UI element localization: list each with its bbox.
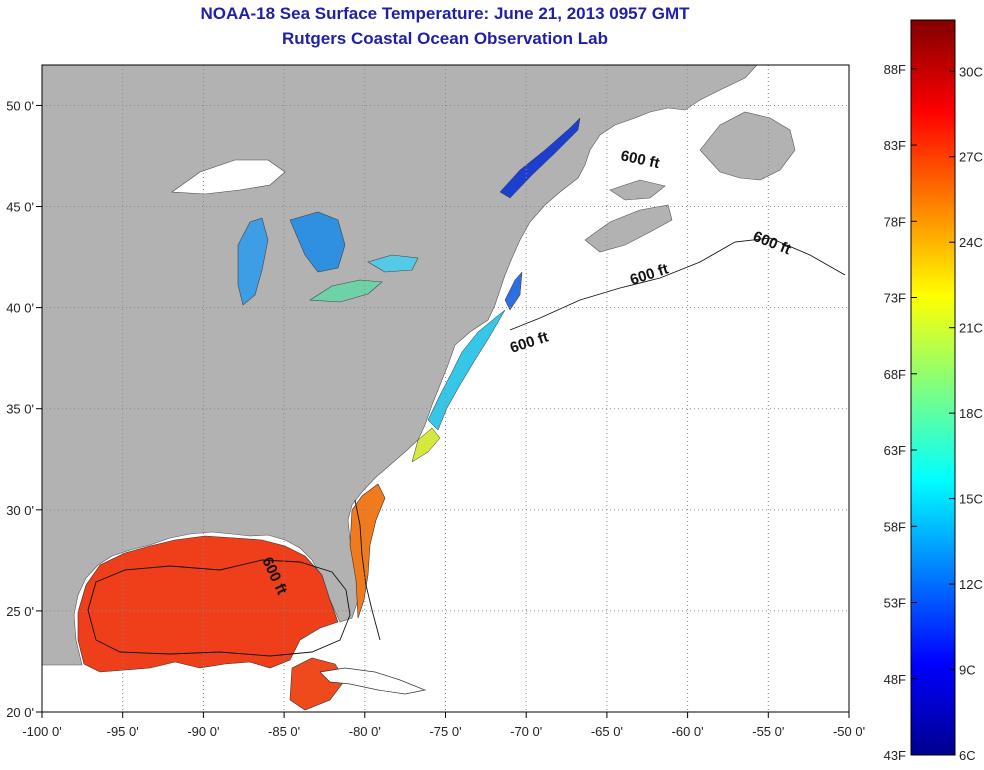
colorbar-f-label: 88F: [884, 62, 906, 77]
lake-superior: [171, 159, 286, 195]
gulf-st-lawrence-islands: [609, 179, 666, 201]
colorbar-f-label: 43F: [884, 748, 906, 763]
colorbar-c-label: 12C: [959, 577, 983, 592]
isobath-600ft-northeast: [509, 237, 846, 331]
x-tick-label: -80 0': [349, 724, 381, 739]
y-tick-label: 40 0': [6, 301, 34, 316]
y-tick-label: 35 0': [6, 402, 34, 417]
x-tick-label: -100 0': [22, 724, 61, 739]
mid-atlantic-sst: [427, 309, 506, 431]
colorbar-f-label: 73F: [884, 291, 906, 306]
x-tick-label: -95 0': [107, 724, 139, 739]
colorbar: [910, 19, 956, 756]
st-lawrence-sst: [499, 117, 581, 199]
lake-huron: [289, 211, 346, 273]
lake-michigan: [237, 217, 269, 306]
x-tick-label: -85 0': [268, 724, 300, 739]
nova-scotia: [584, 204, 673, 253]
colorbar-f-label: 53F: [884, 596, 906, 611]
cuba: [319, 667, 427, 695]
y-tick-label: 25 0': [6, 604, 34, 619]
colorbar-c-label: 9C: [959, 663, 976, 678]
map-subtitle: Rutgers Coastal Ocean Observation Lab: [282, 29, 608, 48]
map-grid: [42, 65, 849, 712]
colorbar-c-label: 21C: [959, 321, 983, 336]
y-tick-label: 45 0': [6, 200, 34, 215]
colorbar-f-label: 63F: [884, 443, 906, 458]
colorbar-f-label: 58F: [884, 519, 906, 534]
latitude-axis: 50 0' 45 0' 40 0' 35 0' 30 0' 25 0' 20 0': [6, 98, 42, 720]
colorbar-celsius-labels: 30C 27C 24C 21C 18C 15C 12C 9C 6C: [949, 64, 983, 763]
map-title: NOAA-18 Sea Surface Temperature: June 21…: [200, 4, 690, 23]
gulf-of-mexico-sst: [77, 535, 339, 673]
y-tick-label: 30 0': [6, 503, 34, 518]
x-tick-label: -75 0': [429, 724, 461, 739]
colorbar-c-label: 18C: [959, 406, 983, 421]
newfoundland: [699, 111, 796, 181]
colorbar-f-label: 48F: [884, 672, 906, 687]
lake-ontario: [367, 254, 419, 273]
land-mass: [42, 65, 758, 666]
lake-erie: [309, 279, 383, 303]
y-tick-label: 50 0': [6, 98, 34, 113]
x-tick-label: -65 0': [591, 724, 623, 739]
x-tick-label: -50 0': [833, 724, 865, 739]
longitude-axis: -100 0' -95 0' -90 0' -85 0' -80 0' -75 0' -70…: [22, 712, 865, 739]
x-tick-label: -60 0': [672, 724, 704, 739]
colorbar-c-label: 24C: [959, 235, 983, 250]
colorbar-f-label: 83F: [884, 138, 906, 153]
x-tick-label: -90 0': [187, 724, 219, 739]
gulf-of-maine-sst: [504, 271, 523, 311]
isobath-600ft-atlantic: [354, 499, 381, 641]
colorbar-f-label: 68F: [884, 367, 906, 382]
colorbar-c-label: 30C: [959, 64, 983, 79]
y-tick-label: 20 0': [6, 705, 34, 720]
colorbar-c-label: 6C: [959, 748, 976, 763]
colorbar-c-label: 15C: [959, 492, 983, 507]
colorbar-fahrenheit-labels: 88F 83F 78F 73F 68F 63F 58F 53F 48F 43F: [884, 62, 917, 763]
colorbar-c-label: 27C: [959, 150, 983, 165]
x-tick-label: -70 0': [510, 724, 542, 739]
x-tick-label: -55 0': [752, 724, 784, 739]
carolina-sst: [411, 427, 441, 463]
colorbar-f-label: 78F: [884, 214, 906, 229]
isobath-600ft-gulf: [87, 559, 351, 657]
